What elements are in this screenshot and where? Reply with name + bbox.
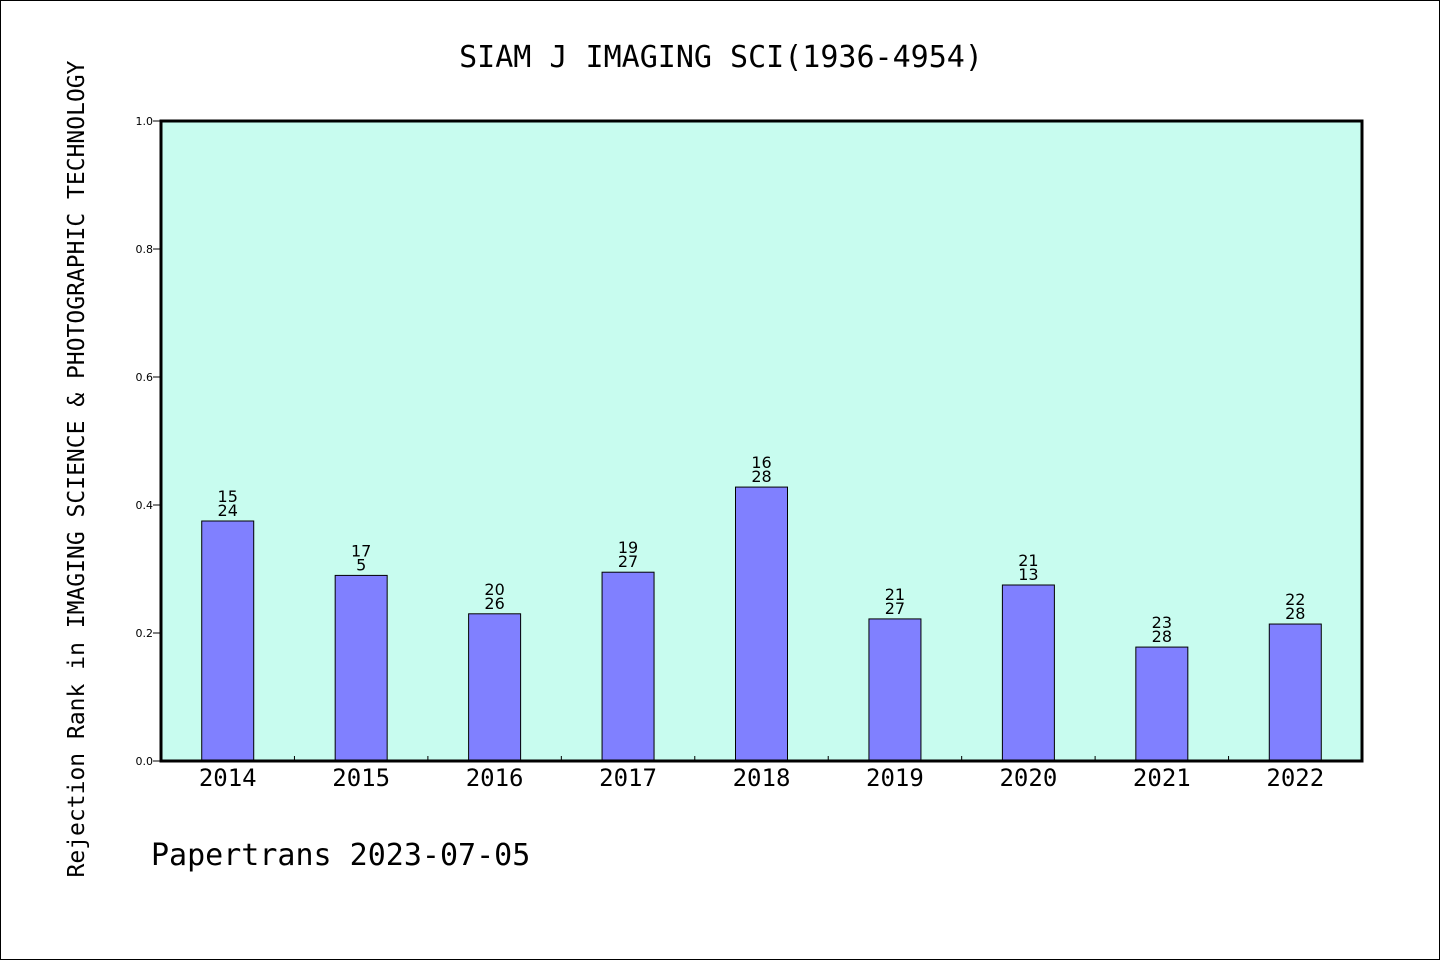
y-axis-label: Rejection Rank in IMAGING SCIENCE & PHOT… <box>64 60 90 877</box>
bar-label-top: 23 <box>1152 613 1172 632</box>
bar-label-top: 16 <box>751 453 771 472</box>
chart-title: SIAM J IMAGING SCI(1936-4954) <box>459 40 983 75</box>
x-ticks-group: 2014 2015 2016 2017 2018 2019 2020 2021 2022 <box>199 756 1324 792</box>
bar-2015 <box>334 574 388 762</box>
bar-2021 <box>1135 646 1189 762</box>
y-tick-label: 0.8 <box>136 243 154 256</box>
bar-label-bottom: 28 <box>751 467 771 486</box>
bar-2019 <box>868 618 922 762</box>
bar-label-top: 17 <box>351 541 371 560</box>
bar-label-top: 21 <box>1018 551 1038 570</box>
x-tick-label: 2014 <box>199 764 257 792</box>
x-tick-label: 2019 <box>866 764 924 792</box>
x-tick-label: 2017 <box>599 764 657 792</box>
bar-2022 <box>1268 623 1322 762</box>
bar-2020 <box>1001 584 1055 762</box>
y-tick-label: 0.2 <box>136 627 154 640</box>
bar-label-bottom: 5 <box>356 555 366 574</box>
bar-2016 <box>468 613 522 762</box>
bar-label-bottom: 28 <box>1285 604 1305 623</box>
bar-label-top: 19 <box>618 538 638 557</box>
y-tick-label: 0.0 <box>136 755 154 768</box>
bar-label-top: 20 <box>484 580 504 599</box>
y-tick-label: 1.0 <box>136 115 154 128</box>
bar-label-top: 22 <box>1285 590 1305 609</box>
x-tick-label: 2022 <box>1266 764 1324 792</box>
bar-label-top: 15 <box>218 487 238 506</box>
y-tick-label: 0.6 <box>136 371 154 384</box>
x-tick-label: 2015 <box>332 764 390 792</box>
bar-label-bottom: 24 <box>218 501 238 520</box>
y-tick-label: 0.4 <box>136 499 154 512</box>
bar-2017 <box>601 571 655 762</box>
bar-label-bottom: 26 <box>484 594 504 613</box>
x-tick-label: 2018 <box>733 764 791 792</box>
bar-label-bottom: 27 <box>885 599 905 618</box>
x-tick-label: 2021 <box>1133 764 1191 792</box>
x-tick-label: 2016 <box>466 764 524 792</box>
bar-label-bottom: 28 <box>1152 627 1172 646</box>
bar-label-bottom: 27 <box>618 552 638 571</box>
bar-label-top: 21 <box>885 585 905 604</box>
bar-2018 <box>735 486 788 762</box>
bar-label-bottom: 13 <box>1018 565 1038 584</box>
footer-text: Papertrans 2023-07-05 <box>151 838 530 873</box>
x-tick-label: 2020 <box>999 764 1057 792</box>
plot-border <box>159 119 1364 763</box>
bar-2014 <box>201 520 255 762</box>
y-ticks-group: 0.0 0.2 0.4 0.6 0.8 1.0 <box>136 115 161 768</box>
